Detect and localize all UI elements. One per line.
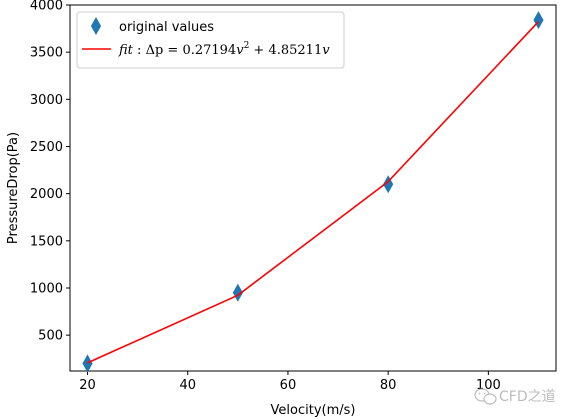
y-tick-label: 3000 — [30, 93, 63, 108]
legend-label-original: original values — [119, 20, 214, 35]
legend-fit-var2: v — [322, 43, 330, 58]
legend-fit-colon: : — [133, 43, 146, 58]
x-axis-label: Velocity(m/s) — [271, 403, 356, 418]
y-tick-label: 4000 — [30, 0, 63, 14]
x-axis: 20 40 60 80 100 — [79, 371, 501, 393]
legend-fit-lhs: Δp — [146, 43, 164, 58]
data-point-original — [232, 283, 243, 302]
y-tick-label: 1500 — [30, 234, 63, 249]
wechat-icon — [474, 388, 497, 405]
x-tick-label: 60 — [280, 378, 297, 393]
watermark: CFD之道 — [474, 388, 556, 405]
y-axis-label: PressureDrop(Pa) — [6, 132, 21, 244]
series-layer — [82, 11, 544, 373]
y-tick-label: 2500 — [30, 140, 63, 155]
legend-fit-eq: = 0.27194 — [163, 43, 236, 58]
watermark-text: CFD之道 — [499, 389, 556, 405]
legend-diamond-marker — [90, 16, 102, 36]
fit-line — [87, 21, 540, 364]
x-tick-label: 20 — [79, 378, 96, 393]
legend-fit-word: fit — [118, 43, 134, 58]
x-tick-label: 100 — [476, 378, 501, 393]
legend-box — [76, 11, 345, 69]
y-tick-label: 500 — [38, 329, 63, 344]
y-axis: 500 1000 1500 2000 2500 3000 3500 4000 — [30, 0, 70, 344]
y-tick-label: 3500 — [30, 46, 63, 61]
legend-fit-plus: + 4.85211 — [249, 43, 322, 58]
y-tick-label: 2000 — [30, 187, 63, 202]
legend-label-fit: fit : Δp = 0.27194v2 + 4.85211v — [118, 41, 330, 58]
legend: original values fit : Δp = 0.27194v2 + 4… — [76, 11, 345, 69]
data-point-original — [383, 175, 394, 194]
x-tick-label: 80 — [380, 378, 397, 393]
y-tick-label: 1000 — [30, 281, 63, 296]
legend-fit-exp: 2 — [244, 41, 250, 51]
x-tick-label: 40 — [179, 378, 196, 393]
legend-fit-var1: v — [236, 43, 244, 58]
